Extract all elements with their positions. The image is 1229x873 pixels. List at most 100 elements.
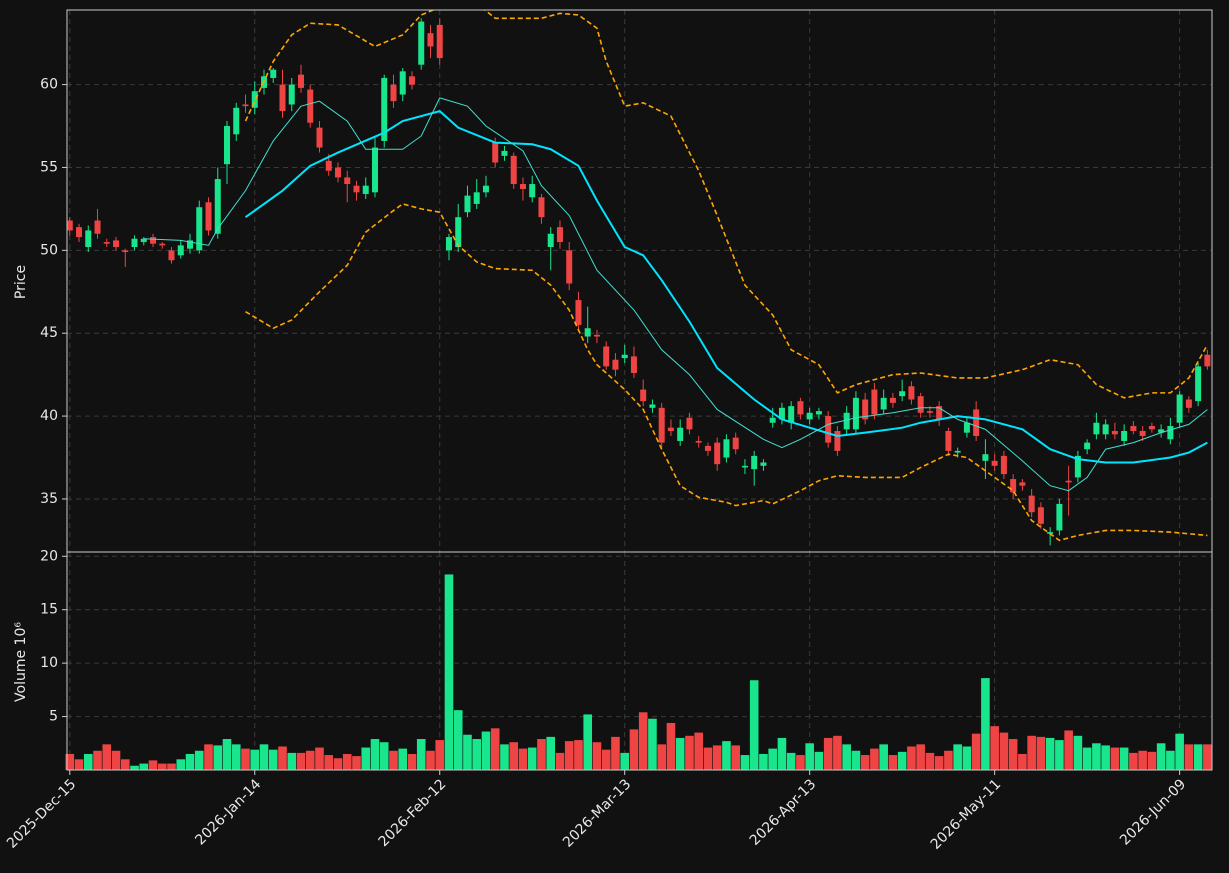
candle-body bbox=[862, 399, 869, 420]
candle-body bbox=[390, 84, 397, 102]
candle-body bbox=[159, 243, 166, 246]
volume-bar bbox=[398, 748, 408, 770]
candle-body bbox=[788, 406, 795, 423]
candle-body bbox=[76, 227, 83, 238]
volume-bar bbox=[342, 753, 352, 770]
candle-body bbox=[741, 465, 748, 468]
volume-bar bbox=[999, 732, 1009, 770]
candle-body bbox=[751, 455, 758, 470]
volume-bar bbox=[250, 749, 260, 770]
candle-body bbox=[418, 21, 425, 65]
overlay-line bbox=[143, 97, 1208, 492]
volume-bar bbox=[259, 744, 269, 770]
candle-body bbox=[695, 440, 702, 443]
candle-body bbox=[649, 404, 656, 408]
candle-body bbox=[667, 427, 674, 432]
volume-bar bbox=[546, 736, 556, 770]
candle-body bbox=[177, 245, 184, 256]
volume-bar bbox=[648, 718, 657, 770]
candle-body bbox=[1093, 422, 1100, 435]
candle-body bbox=[307, 89, 314, 123]
candles bbox=[67, 10, 1211, 546]
volume-bar bbox=[130, 765, 139, 770]
volume-bar bbox=[268, 749, 278, 770]
candle-body bbox=[621, 354, 628, 359]
volume-bar bbox=[1055, 740, 1064, 770]
candle-body bbox=[556, 227, 563, 243]
volume-bar bbox=[1184, 744, 1194, 770]
volume-bar bbox=[1018, 753, 1027, 770]
volume-bar bbox=[1036, 736, 1046, 770]
volume-bar bbox=[703, 747, 713, 770]
candle-body bbox=[205, 202, 212, 231]
candle-body bbox=[880, 397, 887, 410]
volume-bar bbox=[389, 750, 398, 770]
volume-bar bbox=[426, 750, 435, 770]
candle-body bbox=[1158, 429, 1165, 433]
candle-body bbox=[187, 240, 194, 249]
volume-bar bbox=[305, 750, 315, 770]
volume-bar bbox=[416, 739, 426, 770]
volume-bar bbox=[315, 747, 324, 770]
volume-bar bbox=[287, 752, 297, 770]
volume-bar bbox=[518, 748, 528, 770]
candle-body bbox=[1037, 507, 1044, 524]
candle-body bbox=[1121, 431, 1128, 441]
candle-body bbox=[1102, 424, 1109, 435]
volume-bar bbox=[860, 755, 870, 770]
volume-bar bbox=[148, 760, 158, 770]
volume-bar bbox=[694, 732, 703, 770]
volume-bar bbox=[1008, 739, 1018, 770]
volume-bar bbox=[740, 755, 750, 770]
candle-body bbox=[455, 217, 462, 248]
volume-bar bbox=[786, 752, 796, 770]
candle-body bbox=[408, 76, 415, 85]
overlay-line bbox=[245, 203, 1208, 542]
y-tick-label: 45 bbox=[40, 325, 58, 341]
candle-body bbox=[926, 411, 933, 413]
volume-bar bbox=[194, 750, 204, 770]
candle-body bbox=[325, 160, 332, 171]
volume-bar bbox=[777, 737, 787, 770]
volume-bar bbox=[74, 759, 84, 770]
candle-body bbox=[1204, 354, 1211, 367]
candle-body bbox=[575, 300, 582, 325]
volume-bar bbox=[990, 726, 999, 770]
volume-bar bbox=[944, 750, 953, 770]
candle-body bbox=[1065, 480, 1072, 483]
volume-axis-label: Volume 10⁶ bbox=[13, 622, 29, 702]
volume-bar bbox=[1064, 730, 1073, 770]
candle-body bbox=[501, 150, 508, 156]
candle-body bbox=[889, 397, 896, 403]
volume-bar bbox=[1101, 745, 1110, 770]
candle-body bbox=[529, 184, 536, 198]
volume-bar bbox=[870, 748, 879, 770]
volume-bar bbox=[463, 734, 472, 770]
volume-bar bbox=[213, 745, 223, 770]
volume-bar bbox=[1119, 747, 1129, 770]
candle-body bbox=[288, 84, 295, 105]
volume-bar bbox=[907, 746, 916, 770]
volume-bar bbox=[601, 749, 611, 770]
volume-bar bbox=[712, 745, 722, 770]
candle-body bbox=[538, 197, 545, 218]
volume-bar bbox=[278, 746, 287, 770]
y-tick-label: 5 bbox=[49, 709, 58, 725]
volume-bar bbox=[241, 748, 250, 770]
volume-bar bbox=[1147, 751, 1157, 770]
volume-bar bbox=[638, 712, 648, 770]
volume-bar bbox=[1092, 743, 1101, 770]
volume-bar bbox=[407, 753, 417, 770]
candle-body bbox=[658, 407, 665, 443]
volume-bar bbox=[888, 755, 898, 770]
volume-bar bbox=[296, 752, 306, 770]
volume-bar bbox=[361, 747, 371, 770]
candle-body bbox=[233, 107, 240, 135]
volume-bar bbox=[897, 751, 907, 770]
volume-bar bbox=[851, 750, 861, 770]
candle-body bbox=[677, 427, 684, 441]
candle-body bbox=[464, 195, 471, 213]
volume-bar bbox=[1156, 743, 1166, 770]
volume-bar bbox=[1110, 747, 1120, 770]
volume-bar bbox=[1175, 733, 1184, 770]
